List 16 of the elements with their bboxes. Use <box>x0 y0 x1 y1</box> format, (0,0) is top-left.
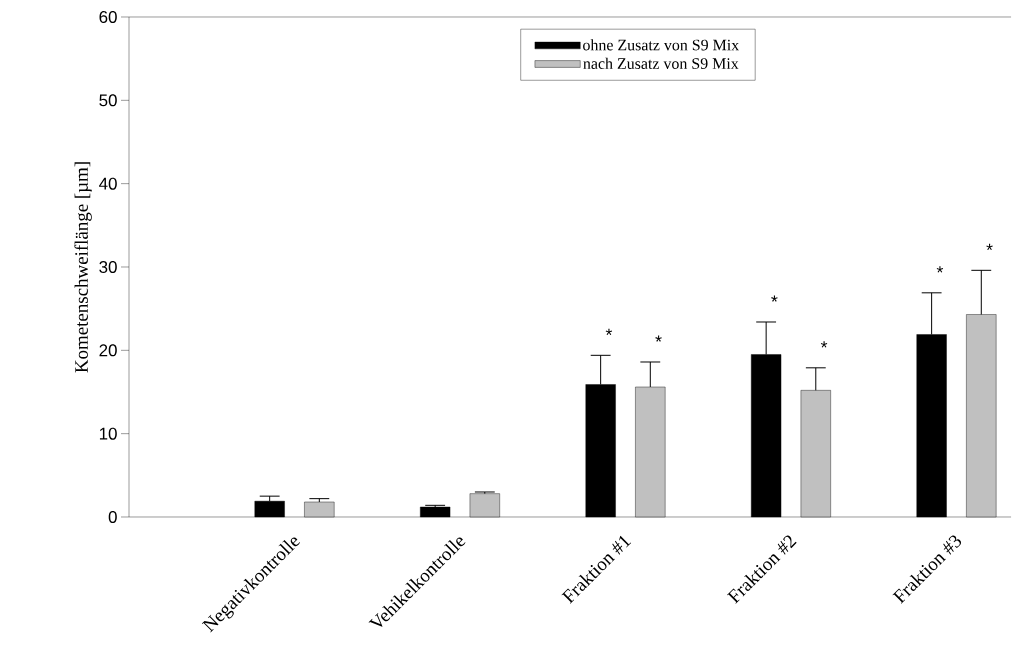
y-tick-label: 10 <box>99 427 117 440</box>
annotation: * <box>605 328 613 336</box>
annotation: * <box>936 266 944 273</box>
annotation: * <box>986 243 993 251</box>
annotation: * <box>820 341 828 348</box>
y-tick-label: 0 <box>108 510 117 523</box>
y-tick-label: 50 <box>99 94 117 107</box>
y-tick-label: 30 <box>99 260 117 273</box>
y-tick-label: 20 <box>99 344 117 357</box>
legend-label: nach Zusatz von S9 Mix <box>583 57 739 69</box>
annotation: * <box>655 335 662 342</box>
y-tick-label: 60 <box>99 10 117 23</box>
legend-label: ohne Zusatz von S9 Mix <box>583 39 739 51</box>
annotation: * <box>771 295 778 302</box>
y-axis-title: Kometenschweiflänge [µm] <box>74 162 92 373</box>
y-tick-label: 40 <box>99 177 117 190</box>
